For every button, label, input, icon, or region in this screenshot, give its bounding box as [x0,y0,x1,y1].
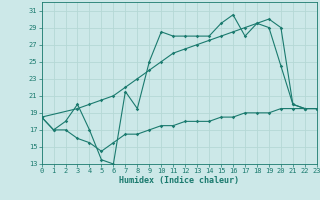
X-axis label: Humidex (Indice chaleur): Humidex (Indice chaleur) [119,176,239,185]
